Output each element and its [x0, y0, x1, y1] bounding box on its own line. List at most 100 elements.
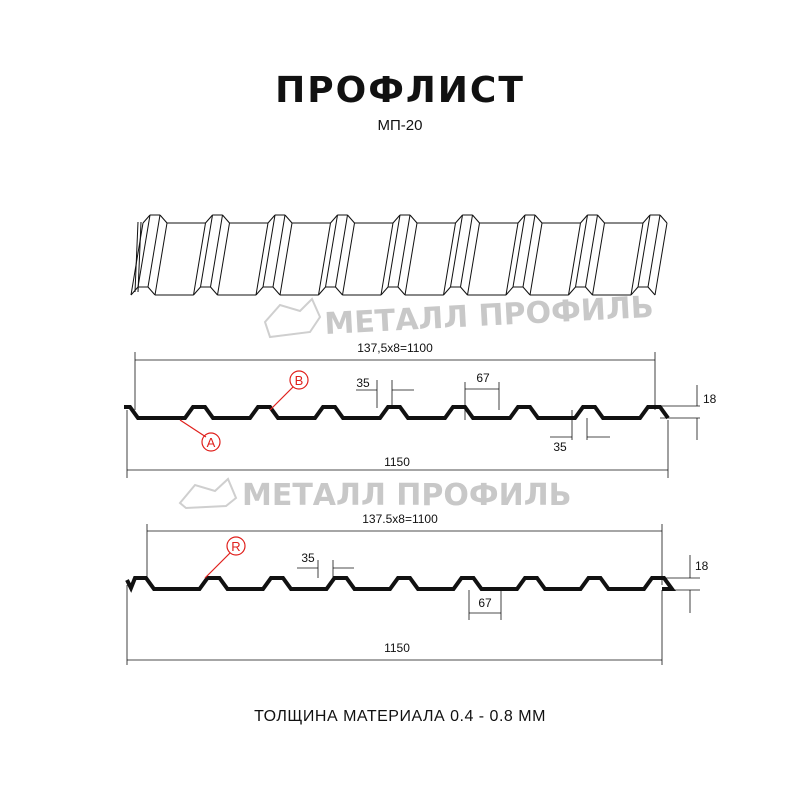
model-subtitle: МП-20: [377, 117, 423, 134]
sheet-edge: [255, 286, 264, 296]
sheet-edge: [592, 222, 605, 296]
sheet-edge: [279, 222, 293, 296]
sheet-edge: [568, 286, 576, 296]
sheet-edge: [147, 286, 156, 296]
sheet-edge: [318, 222, 331, 296]
sheet-edge: [159, 214, 168, 224]
sheet-edge: [397, 214, 411, 288]
sheet-edge: [193, 286, 201, 296]
callout-r-label: R: [231, 539, 240, 554]
dim-width-label: 1150: [384, 455, 410, 469]
sheet-edge: [585, 286, 593, 296]
callout-r-circle: [226, 536, 246, 556]
sheet-edge: [472, 214, 480, 224]
sheet-edge: [568, 222, 581, 296]
sheet-edge: [443, 222, 456, 296]
dim-width-label: 1150: [384, 641, 410, 655]
watermark-2: МЕТАЛЛ ПРОФИЛЬ: [178, 477, 572, 513]
sheet-edge: [597, 214, 605, 224]
sheet-edge: [630, 222, 644, 296]
profile-r: 137.5x8=1100 1150 35 67 18 R: [125, 512, 709, 665]
sheet-edge: [387, 214, 401, 288]
profile-a: 137,5x8=1100 1150 35 67 35 18 A B: [124, 341, 717, 478]
sheet-edge: [154, 222, 168, 296]
sheet-edge: [380, 222, 394, 296]
sheet-edge: [580, 214, 588, 224]
sheet-edge: [397, 286, 406, 296]
watermark-text: МЕТАЛЛ ПРОФИЛЬ: [242, 478, 572, 513]
sheet-edge: [450, 214, 463, 288]
sheet-edge: [222, 214, 230, 224]
sheet-edge: [335, 286, 343, 296]
sheet-edge: [130, 286, 139, 296]
sheet-edge: [325, 214, 338, 288]
sheet-edge: [330, 214, 338, 224]
sheet-edge: [210, 286, 218, 296]
sheet-3d-view: [130, 214, 668, 296]
sheet-edge: [272, 214, 286, 288]
sheet-edge: [647, 286, 656, 296]
sheet-edge: [205, 214, 213, 224]
dim-pitch-label: 137.5x8=1100: [362, 512, 438, 526]
sheet-edge: [392, 214, 401, 224]
sheet-edge: [200, 214, 213, 288]
dim-rib-bottom-label: 35: [553, 440, 567, 454]
watermark-text: МЕТАЛЛ ПРОФИЛЬ: [324, 290, 655, 342]
sheet-edge: [347, 214, 355, 224]
sheet-edge: [130, 222, 144, 296]
sheet-edge: [380, 286, 389, 296]
sheet-edge: [512, 214, 526, 288]
sheet-edge: [262, 214, 276, 288]
sheet-edge: [267, 214, 276, 224]
sheet-edge: [134, 221, 139, 293]
sheet-edge: [534, 214, 543, 224]
dim-height-label: 18: [695, 559, 709, 573]
sheet-edge: [637, 214, 651, 288]
dim-rib-pitch-label: 67: [478, 596, 492, 610]
sheet-edge: [284, 214, 293, 224]
material-thickness-note: ТОЛЩИНА МАТЕРИАЛА 0.4 - 0.8 ММ: [254, 708, 546, 725]
sheet-edge: [147, 214, 161, 288]
sheet-edge: [642, 214, 651, 224]
page-title: ПРОФЛИСТ: [275, 70, 525, 111]
dim-rib-top-label: 35: [301, 551, 315, 565]
sheet-edge: [522, 214, 536, 288]
watermark-logo-icon: [178, 477, 238, 510]
dim-rib-top-label: 35: [356, 376, 370, 390]
dim-height-label: 18: [703, 392, 717, 406]
sheet-edge: [467, 222, 480, 296]
sheet-edge: [342, 222, 355, 296]
callout-a-circle: [201, 432, 221, 452]
sheet-edge: [210, 214, 223, 288]
watermark-logo-icon: [263, 297, 322, 339]
sheet-edge: [505, 222, 519, 296]
sheet-edge: [505, 286, 514, 296]
sheet-edge: [647, 214, 661, 288]
sheet-edge: [335, 214, 348, 288]
sheet-edge: [318, 286, 326, 296]
sheet-edge: [585, 214, 598, 288]
sheet-edge: [443, 286, 451, 296]
profile-r-line: [125, 576, 676, 593]
callout-b-label: B: [295, 373, 304, 388]
sheet-edge: [455, 214, 463, 224]
sheet-edge: [460, 286, 468, 296]
profile-a-line: [124, 405, 670, 420]
sheet-edge: [517, 214, 526, 224]
sheet-edge: [142, 214, 151, 224]
sheet-edge: [272, 286, 281, 296]
sheet-edge: [630, 286, 639, 296]
sheet-edge: [654, 222, 668, 296]
sheet-edge: [193, 222, 206, 296]
sheet-edge: [575, 214, 588, 288]
callout-a-label: A: [207, 435, 216, 450]
sheet-edge: [137, 214, 151, 288]
sheet-edge: [255, 222, 269, 296]
sheet-edge: [659, 214, 668, 224]
sheet-edge: [137, 221, 142, 293]
sheet-edge: [409, 214, 418, 224]
callout-b-circle: [289, 370, 309, 390]
watermark-1: МЕТАЛЛ ПРОФИЛЬ: [263, 290, 655, 342]
dim-rib-pitch-label: 67: [476, 371, 490, 385]
